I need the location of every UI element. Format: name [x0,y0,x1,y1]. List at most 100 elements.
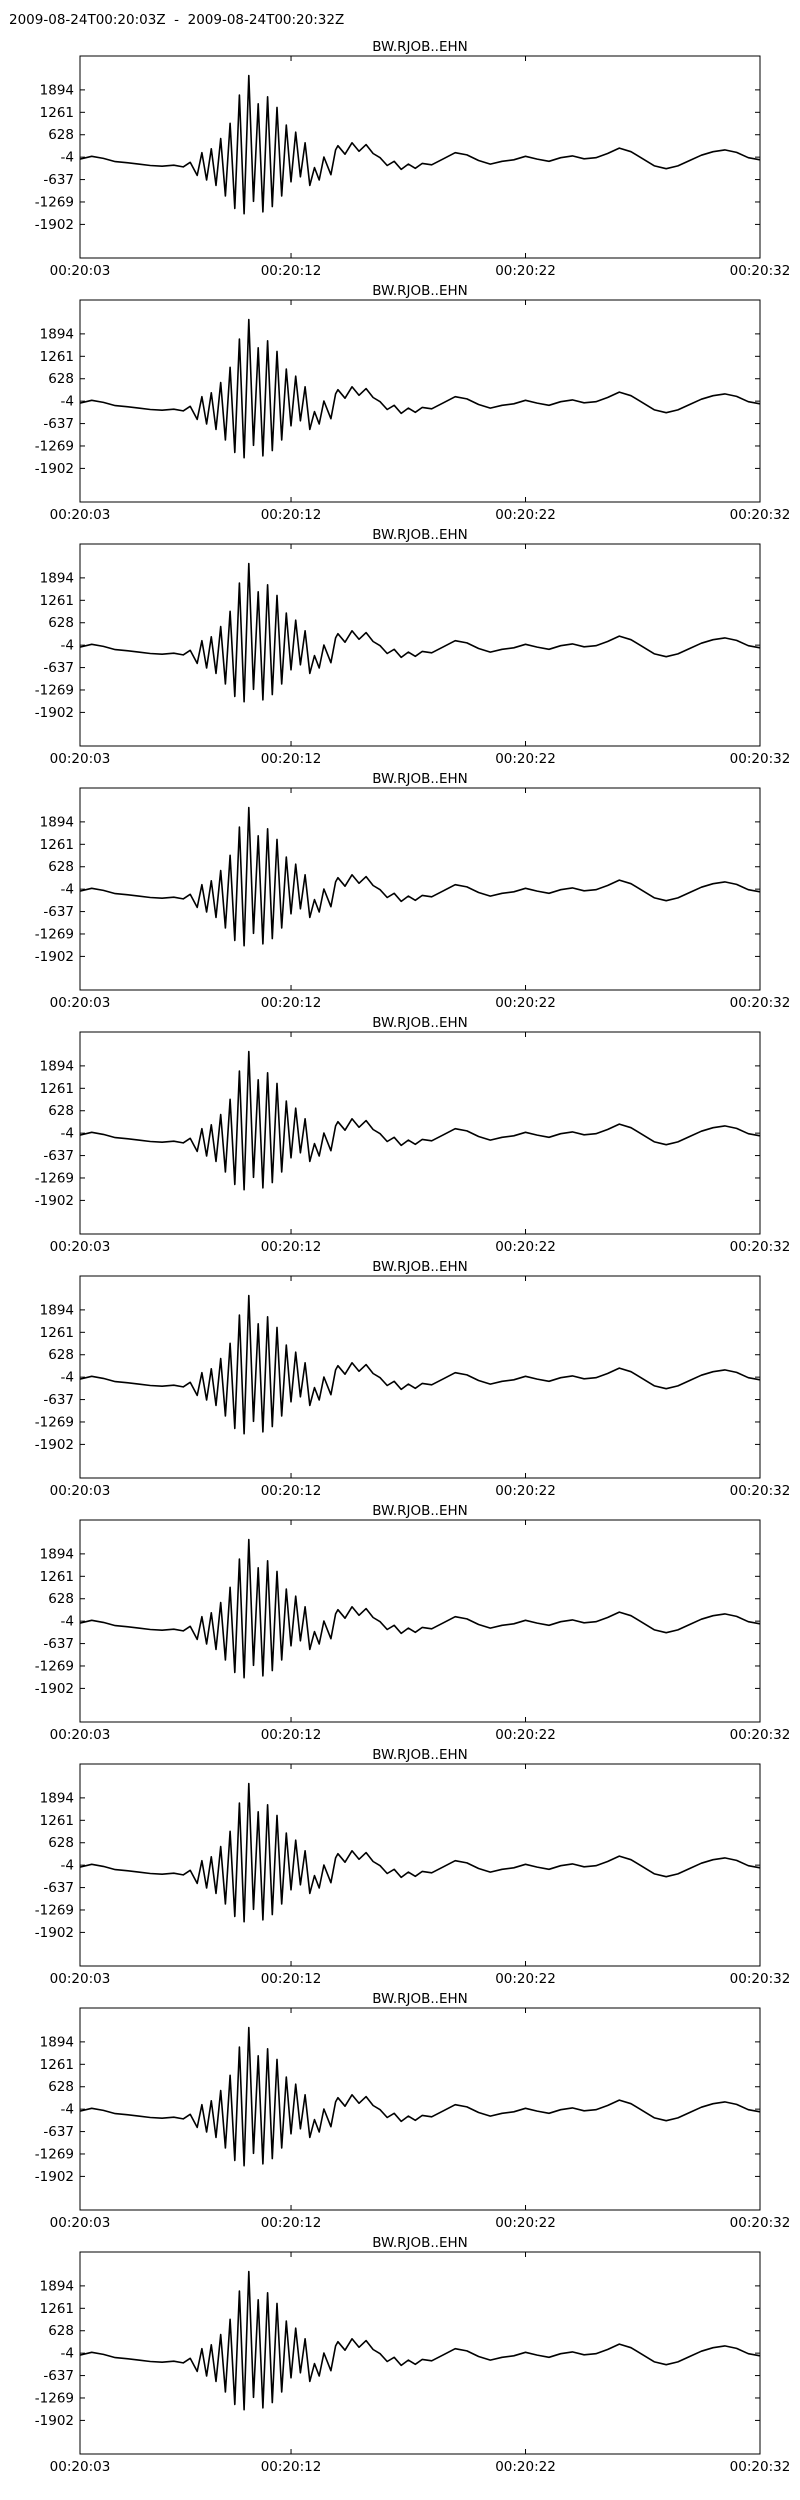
x-tick-label: 00:20:03 [50,2459,111,2475]
panel-title: BW.RJOB..EHN [372,771,467,787]
y-tick-label: -637 [43,2368,74,2384]
y-tick-label: -1902 [35,217,74,233]
seismogram-panel: BW.RJOB..EHN 1894 1261 628 -4 -637 -1269 -1902 0… [35,283,791,523]
x-tick-label: 00:20:03 [50,1971,111,1987]
y-tick-label: 628 [48,1835,74,1851]
y-tick-label: -1902 [35,461,74,477]
plot-frame [79,299,761,503]
y-tick-label: -1269 [35,438,74,454]
seismogram-panel: BW.RJOB..EHN 1894 1261 628 -4 -637 -1269 -1902 0… [35,1991,791,2231]
panel-title: BW.RJOB..EHN [372,527,467,543]
x-tick-label: 00:20:32 [730,2459,791,2475]
x-tick-label: 00:20:32 [730,995,791,1011]
plot-frame [79,1031,761,1235]
x-tick-label: 00:20:12 [261,751,322,767]
x-tick-label: 00:20:12 [261,1971,322,1987]
x-tick-label: 00:20:12 [261,1727,322,1743]
y-tick-label: 1261 [40,105,74,121]
y-tick-label: 1894 [40,82,74,98]
y-tick-label: -4 [61,1126,74,1142]
y-tick-label: -1269 [35,1658,74,1674]
y-tick-label: 628 [48,127,74,143]
waveform-trace [79,2026,761,2167]
seismogram-panel: BW.RJOB..EHN 1894 1261 628 -4 -637 -1269 -1902 0… [35,1259,791,1499]
x-tick-label: 00:20:12 [261,263,322,279]
y-tick-label: -1902 [35,2413,74,2429]
y-tick-label: 1261 [40,837,74,853]
y-tick-label: 628 [48,1591,74,1607]
y-tick-label: 1894 [40,2034,74,2050]
x-tick-label: 00:20:22 [495,2459,556,2475]
seismogram-panel: BW.RJOB..EHN 1894 1261 628 -4 -637 -1269 -1902 0… [35,527,791,767]
x-tick-label: 00:20:32 [730,2215,791,2231]
y-tick-label: -4 [61,1614,74,1630]
x-tick-label: 00:20:32 [730,1727,791,1743]
x-tick-label: 00:20:03 [50,507,111,523]
x-tick-label: 00:20:12 [261,1483,322,1499]
panel-title: BW.RJOB..EHN [372,39,467,55]
y-tick-label: -637 [43,660,74,676]
y-tick-label: -1269 [35,926,74,942]
panel-title: BW.RJOB..EHN [372,1747,467,1763]
x-tick-label: 00:20:03 [50,751,111,767]
waveform-trace [79,2270,761,2411]
waveform-trace [79,1294,761,1435]
x-tick-label: 00:20:03 [50,1727,111,1743]
x-tick-label: 00:20:03 [50,263,111,279]
y-tick-label: 1894 [40,814,74,830]
x-tick-label: 00:20:32 [730,507,791,523]
y-tick-label: -1269 [35,194,74,210]
x-tick-label: 00:20:12 [261,2459,322,2475]
y-tick-label: -4 [61,2346,74,2362]
x-tick-label: 00:20:22 [495,1483,556,1499]
panel-title: BW.RJOB..EHN [372,2235,467,2251]
panel-title: BW.RJOB..EHN [372,1015,467,1031]
x-tick-label: 00:20:12 [261,2215,322,2231]
y-tick-label: 628 [48,859,74,875]
y-tick-label: -637 [43,172,74,188]
y-tick-label: 1894 [40,326,74,342]
waveform-trace [79,1538,761,1679]
x-tick-label: 00:20:32 [730,1971,791,1987]
plot-frame [79,1763,761,1967]
y-tick-label: 628 [48,1103,74,1119]
seismogram-panel: BW.RJOB..EHN 1894 1261 628 -4 -637 -1269 -1902 0… [35,1747,791,1987]
waveform-trace [79,318,761,459]
y-tick-label: -1902 [35,1925,74,1941]
x-tick-label: 00:20:22 [495,1727,556,1743]
plot-frame [79,787,761,991]
seismogram-panel: BW.RJOB..EHN 1894 1261 628 -4 -637 -1269 -1902 0… [35,1015,791,1255]
plot-frame [79,2251,761,2455]
y-tick-label: -4 [61,150,74,166]
x-tick-label: 00:20:32 [730,751,791,767]
y-tick-label: 1894 [40,570,74,586]
y-tick-label: 1261 [40,1569,74,1585]
y-tick-label: 1261 [40,593,74,609]
waveform-trace [79,1050,761,1191]
x-tick-label: 00:20:22 [495,507,556,523]
x-tick-label: 00:20:03 [50,1483,111,1499]
y-tick-label: -637 [43,1880,74,1896]
y-tick-label: 1261 [40,349,74,365]
y-tick-label: -1902 [35,1193,74,1209]
x-tick-label: 00:20:12 [261,995,322,1011]
panel-title: BW.RJOB..EHN [372,1991,467,2007]
waveform-trace [79,1782,761,1923]
y-tick-label: 1261 [40,2301,74,2317]
y-tick-label: -4 [61,882,74,898]
plot-frame [79,1275,761,1479]
waveform-trace [79,74,761,215]
y-tick-label: -1269 [35,1902,74,1918]
y-tick-label: -1269 [35,1170,74,1186]
page-title: 2009-08-24T00:20:03Z - 2009-08-24T00:20:… [9,12,345,28]
y-tick-label: -1902 [35,705,74,721]
y-tick-label: -1269 [35,2146,74,2162]
x-tick-label: 00:20:22 [495,995,556,1011]
y-tick-label: -4 [61,1858,74,1874]
y-tick-label: -1902 [35,949,74,965]
x-tick-label: 00:20:03 [50,2215,111,2231]
y-tick-label: -637 [43,1636,74,1652]
x-tick-label: 00:20:22 [495,751,556,767]
y-tick-label: 628 [48,2323,74,2339]
y-tick-label: 1894 [40,1790,74,1806]
